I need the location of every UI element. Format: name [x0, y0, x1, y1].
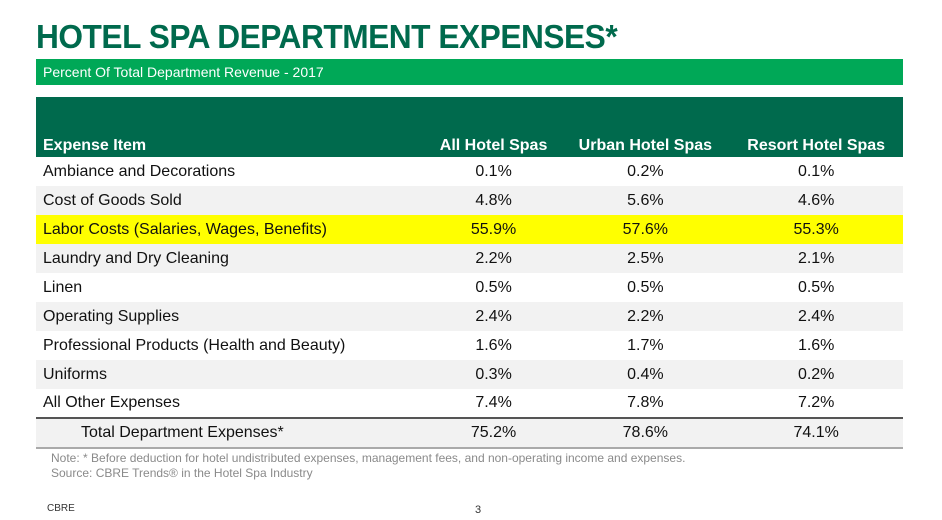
cell-resort-hotel-spas: 55.3%	[793, 220, 839, 238]
cell-urban-hotel-spas: 0.4%	[627, 365, 664, 383]
cell-all-hotel-spas: 2.2%	[475, 249, 512, 267]
header-resort-hotel-spas: Resort Hotel Spas	[747, 137, 886, 154]
header-all-hotel-spas: All Hotel Spas	[439, 137, 548, 154]
cell-expense-item: All Other Expenses	[43, 394, 180, 411]
cell-all-hotel-spas: 55.9%	[470, 220, 517, 238]
table-total-row: Total Department Expenses* 75.2% 78.6% 74.1…	[36, 418, 903, 448]
header-expense-item: Expense Item	[43, 137, 147, 154]
cell-resort-hotel-spas: 0.2%	[797, 365, 835, 383]
table-row: All Other Expenses 7.4% 7.8% 7.2%	[36, 389, 903, 418]
page-title: HOTEL SPA DEPARTMENT EXPENSES*	[36, 18, 618, 55]
cell-all-hotel-spas: 0.5%	[475, 278, 512, 296]
cell-resort-hotel-spas: 1.6%	[797, 336, 835, 354]
cell-expense-item: Operating Supplies	[43, 307, 180, 325]
cell-urban-hotel-spas: 1.7%	[627, 336, 664, 354]
note-block: Note: * Before deduction for hotel undis…	[51, 451, 731, 481]
cell-urban-hotel-spas: 5.6%	[627, 191, 664, 209]
cell-expense-item: Ambiance and Decorations	[43, 162, 236, 180]
cell-resort-hotel-spas: 0.5%	[797, 278, 835, 296]
table-row: Linen 0.5% 0.5% 0.5%	[36, 273, 903, 302]
total-resort-hotel-spas: 74.1%	[793, 424, 839, 441]
cell-all-hotel-spas: 0.3%	[475, 365, 512, 383]
table-header-row: Expense Item All Hotel Spas Urban Hotel …	[36, 97, 903, 157]
cell-urban-hotel-spas: 7.8%	[627, 394, 664, 411]
cell-expense-item: Uniforms	[43, 365, 108, 383]
source-text: Source: CBRE Trends® in the Hotel Spa In…	[51, 466, 313, 480]
cell-all-hotel-spas: 1.6%	[475, 336, 512, 354]
table-row: Cost of Goods Sold 4.8% 5.6% 4.6%	[36, 186, 903, 215]
page-number: 3	[475, 504, 482, 516]
total-urban-hotel-spas: 78.6%	[622, 424, 669, 441]
cell-all-hotel-spas: 7.4%	[475, 394, 512, 411]
cell-resort-hotel-spas: 7.2%	[797, 394, 835, 411]
cell-all-hotel-spas: 2.4%	[475, 307, 512, 325]
note-text: Note: * Before deduction for hotel undis…	[51, 451, 686, 465]
header-urban-hotel-spas: Urban Hotel Spas	[578, 137, 713, 154]
cell-urban-hotel-spas: 0.2%	[627, 162, 664, 180]
cell-all-hotel-spas: 0.1%	[475, 162, 512, 180]
subtitle-bar: Percent Of Total Department Revenue - 20…	[36, 59, 903, 85]
cell-expense-item: Cost of Goods Sold	[43, 191, 182, 209]
table-row: Operating Supplies 2.4% 2.2% 2.4%	[36, 302, 903, 331]
total-all-hotel-spas: 75.2%	[470, 424, 517, 441]
cell-resort-hotel-spas: 4.6%	[797, 191, 835, 209]
cell-urban-hotel-spas: 2.5%	[627, 249, 664, 267]
cell-expense-item: Linen	[43, 278, 83, 296]
footer-brand: CBRE	[47, 503, 75, 514]
cell-resort-hotel-spas: 2.4%	[797, 307, 835, 325]
total-expense-item: Total Department Expenses*	[81, 424, 284, 441]
table-row: Professional Products (Health and Beauty…	[36, 331, 903, 360]
cell-urban-hotel-spas: 57.6%	[622, 220, 669, 238]
cell-resort-hotel-spas: 2.1%	[797, 249, 835, 267]
expenses-table: Expense Item All Hotel Spas Urban Hotel …	[36, 97, 903, 449]
table-row: Uniforms 0.3% 0.4% 0.2%	[36, 360, 903, 389]
cell-expense-item: Professional Products (Health and Beauty…	[43, 336, 346, 354]
cell-all-hotel-spas: 4.8%	[475, 191, 512, 209]
cell-urban-hotel-spas: 0.5%	[627, 278, 664, 296]
cell-expense-item: Labor Costs (Salaries, Wages, Benefits)	[43, 220, 327, 238]
table-row: Laundry and Dry Cleaning 2.2% 2.5% 2.1%	[36, 244, 903, 273]
cell-urban-hotel-spas: 2.2%	[627, 307, 664, 325]
table-row: Ambiance and Decorations 0.1% 0.2% 0.1%	[36, 157, 903, 186]
cell-resort-hotel-spas: 0.1%	[797, 162, 835, 180]
cell-expense-item: Laundry and Dry Cleaning	[43, 249, 229, 267]
table-row-highlighted: Labor Costs (Salaries, Wages, Benefits) 5…	[36, 215, 903, 244]
